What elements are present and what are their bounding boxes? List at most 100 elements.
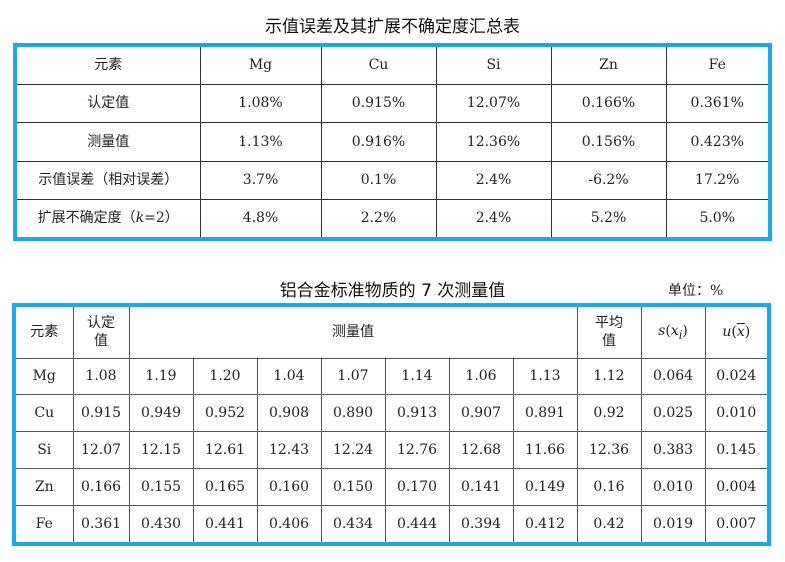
value-cell: 4.8% bbox=[199, 199, 322, 237]
value-cell: 2.4% bbox=[435, 160, 552, 201]
measured-cell: 12.76 bbox=[384, 431, 450, 470]
value-cell: 1.08% bbox=[199, 83, 322, 124]
row-label: 认定值 bbox=[17, 83, 201, 124]
measured-cell: 1.20 bbox=[192, 357, 258, 396]
measured-cell: 12.61 bbox=[192, 431, 258, 470]
table-row: 认定值 1.08% 0.915% 12.07% 0.166% 0.361% bbox=[17, 83, 768, 124]
mean-cell: 12.36 bbox=[576, 431, 642, 470]
value-cell: 1.13% bbox=[199, 122, 322, 162]
certified-cell: 0.166 bbox=[72, 468, 130, 507]
mean-cell: 0.42 bbox=[576, 505, 642, 542]
measured-cell: 0.441 bbox=[192, 505, 258, 542]
header-cell: Fe bbox=[665, 47, 768, 85]
table-row: Fe 0.361 0.430 0.441 0.406 0.434 0.444 0.394 0.4… bbox=[16, 505, 767, 542]
uncertainty-cell: 0.145 bbox=[704, 431, 767, 470]
measured-cell: 1.04 bbox=[256, 357, 322, 396]
mean-cell: 1.12 bbox=[576, 357, 642, 396]
element-cell: Fe bbox=[16, 505, 74, 542]
value-cell: 0.166% bbox=[550, 83, 667, 124]
measured-cell: 0.406 bbox=[256, 505, 322, 542]
measured-cell: 1.14 bbox=[384, 357, 450, 396]
value-cell: 5.0% bbox=[665, 199, 768, 237]
measured-cell: 1.06 bbox=[448, 357, 514, 396]
measured-cell: 0.394 bbox=[448, 505, 514, 542]
table-row: 测量值 1.13% 0.916% 12.36% 0.156% 0.423% bbox=[17, 122, 768, 162]
measured-cell: 11.66 bbox=[512, 431, 578, 470]
header-uncertainty: u(x) bbox=[704, 307, 767, 359]
header-cell: Cu bbox=[320, 47, 437, 85]
measured-cell: 0.155 bbox=[128, 468, 194, 507]
header-std-dev: s(xi) bbox=[640, 307, 706, 359]
row-label: 扩展不确定度（k=2） bbox=[17, 199, 201, 237]
header-mean: 平均值 bbox=[576, 307, 642, 359]
header-cell: Si bbox=[435, 47, 552, 85]
value-cell: 12.36% bbox=[435, 122, 552, 162]
value-cell: 5.2% bbox=[550, 199, 667, 237]
mean-cell: 0.16 bbox=[576, 468, 642, 507]
value-cell: 2.4% bbox=[435, 199, 552, 237]
header-element: 元素 bbox=[16, 307, 74, 359]
measured-cell: 0.949 bbox=[128, 394, 194, 433]
measured-cell: 0.444 bbox=[384, 505, 450, 542]
header-row: 元素 认定值 测量值 平均值 s(xi) u(x) bbox=[16, 307, 767, 359]
summary-table: 元素 Mg Cu Si Zn Fe 认定值 1.08% 0.915% 12.07% 0.166% 0.… bbox=[17, 47, 768, 237]
std-dev-cell: 0.025 bbox=[640, 394, 706, 433]
measured-cell: 0.150 bbox=[320, 468, 386, 507]
measured-cell: 0.412 bbox=[512, 505, 578, 542]
header-measured: 测量值 bbox=[128, 307, 578, 359]
measured-cell: 0.908 bbox=[256, 394, 322, 433]
value-cell: 2.2% bbox=[320, 199, 437, 237]
value-cell: 0.361% bbox=[665, 83, 768, 124]
measured-cell: 0.434 bbox=[320, 505, 386, 542]
row-label: 测量值 bbox=[17, 122, 201, 162]
table-row: Cu 0.915 0.949 0.952 0.908 0.890 0.913 0.907 0.8… bbox=[16, 394, 767, 433]
value-cell: 3.7% bbox=[199, 160, 322, 201]
measured-cell: 0.141 bbox=[448, 468, 514, 507]
measured-cell: 12.24 bbox=[320, 431, 386, 470]
header-cell: Zn bbox=[550, 47, 667, 85]
row-label: 示值误差（相对误差） bbox=[17, 160, 201, 201]
measured-cell: 0.149 bbox=[512, 468, 578, 507]
std-dev-cell: 0.383 bbox=[640, 431, 706, 470]
element-cell: Cu bbox=[16, 394, 74, 433]
header-row: 元素 Mg Cu Si Zn Fe bbox=[17, 47, 768, 85]
mean-cell: 0.92 bbox=[576, 394, 642, 433]
certified-cell: 0.361 bbox=[72, 505, 130, 542]
measured-cell: 0.165 bbox=[192, 468, 258, 507]
measured-cell: 0.891 bbox=[512, 394, 578, 433]
summary-table-frame: 元素 Mg Cu Si Zn Fe 认定值 1.08% 0.915% 12.07% 0.166% 0.… bbox=[13, 43, 772, 241]
value-cell: 0.916% bbox=[320, 122, 437, 162]
measurement-table-frame: 元素 认定值 测量值 平均值 s(xi) u(x) Mg 1.08 1.19 1.20… bbox=[12, 303, 771, 546]
std-dev-cell: 0.019 bbox=[640, 505, 706, 542]
value-cell: 0.423% bbox=[665, 122, 768, 162]
measured-cell: 1.13 bbox=[512, 357, 578, 396]
measured-cell: 1.07 bbox=[320, 357, 386, 396]
value-cell: 0.156% bbox=[550, 122, 667, 162]
table-row: Mg 1.08 1.19 1.20 1.04 1.07 1.14 1.06 1.13 1.12 0.… bbox=[16, 357, 767, 396]
measured-cell: 0.160 bbox=[256, 468, 322, 507]
table1-title: 示值误差及其扩展不确定度汇总表 bbox=[265, 17, 520, 37]
uncertainty-cell: 0.004 bbox=[704, 468, 767, 507]
table2-title: 铝合金标准物质的 7 次测量值 bbox=[279, 281, 506, 301]
value-cell: 12.07% bbox=[435, 83, 552, 124]
header-certified: 认定值 bbox=[72, 307, 130, 359]
element-cell: Si bbox=[16, 431, 74, 470]
element-cell: Mg bbox=[16, 357, 74, 396]
uncertainty-cell: 0.024 bbox=[704, 357, 767, 396]
uncertainty-cell: 0.007 bbox=[704, 505, 767, 542]
header-cell: Mg bbox=[199, 47, 322, 85]
measured-cell: 0.952 bbox=[192, 394, 258, 433]
measured-cell: 0.907 bbox=[448, 394, 514, 433]
certified-cell: 0.915 bbox=[72, 394, 130, 433]
certified-cell: 1.08 bbox=[72, 357, 130, 396]
header-cell: 元素 bbox=[17, 47, 201, 85]
value-cell: 17.2% bbox=[665, 160, 768, 201]
table-row: Si 12.07 12.15 12.61 12.43 12.24 12.76 12.68 11.… bbox=[16, 431, 767, 470]
std-dev-cell: 0.064 bbox=[640, 357, 706, 396]
measured-cell: 12.15 bbox=[128, 431, 194, 470]
measured-cell: 1.19 bbox=[128, 357, 194, 396]
unit-label: 单位：% bbox=[668, 283, 724, 299]
measured-cell: 0.170 bbox=[384, 468, 450, 507]
measured-cell: 0.890 bbox=[320, 394, 386, 433]
measured-cell: 0.430 bbox=[128, 505, 194, 542]
